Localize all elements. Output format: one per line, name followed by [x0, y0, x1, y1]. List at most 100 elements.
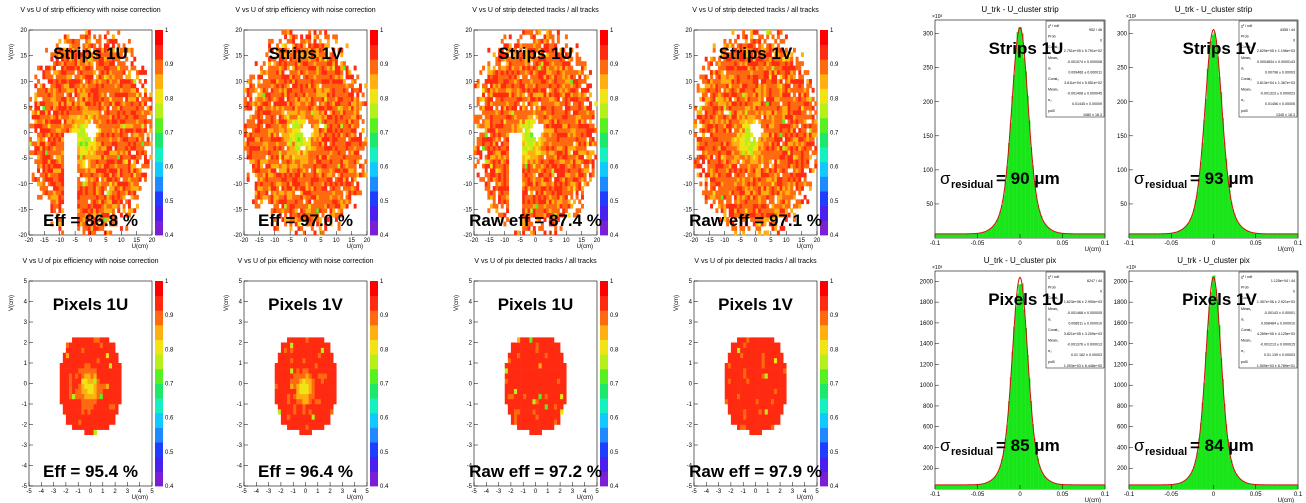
heatmap-cell — [567, 128, 571, 133]
heatmap-cell — [744, 163, 748, 169]
heatmap-cell — [302, 172, 306, 178]
heatmap-cell — [87, 168, 91, 173]
heatmap-cell — [294, 87, 298, 93]
heatmap-cell — [543, 132, 547, 138]
heatmap-cell — [273, 61, 277, 66]
color-bar-segment — [370, 103, 378, 119]
heatmap-cell — [715, 150, 719, 156]
heatmap-cell — [101, 79, 105, 84]
heatmap-cell — [109, 154, 113, 160]
heatmap-cell — [540, 168, 544, 173]
heatmap-cell — [321, 199, 325, 205]
heatmap-cell — [551, 56, 555, 62]
heatmap-cell — [487, 105, 491, 111]
heatmap-cell — [79, 145, 83, 151]
heatmap-cell — [294, 110, 298, 115]
heatmap-cell — [575, 172, 579, 178]
heatmap-cell — [500, 38, 504, 44]
heatmap-cell — [318, 190, 322, 196]
heatmap-cell — [694, 163, 697, 169]
heatmap-cell — [487, 119, 491, 124]
heatmap-cell — [554, 92, 558, 98]
heatmap-cell — [329, 110, 333, 115]
heatmap-cell — [93, 114, 97, 120]
heatmap-cell — [316, 212, 320, 218]
heatmap-cell — [292, 163, 296, 169]
heatmap-cell — [300, 168, 304, 173]
y-tick-label: 5 — [469, 105, 473, 111]
heatmap-cell — [138, 145, 142, 151]
heatmap-cell — [519, 43, 523, 49]
heatmap-cell — [699, 136, 703, 142]
heatmap-cell — [562, 150, 566, 156]
heatmap-cell — [353, 132, 357, 138]
heatmap-cell — [292, 114, 296, 120]
heatmap-cell — [316, 181, 320, 187]
heatmap-cell — [55, 185, 59, 191]
heatmap-cell — [318, 74, 322, 80]
heatmap-cell — [742, 61, 746, 66]
heatmap-cell — [495, 56, 499, 62]
heatmap-cell — [257, 132, 261, 138]
heatmap-cell — [519, 56, 523, 62]
heatmap-cell — [342, 181, 346, 187]
heatmap-cell — [292, 212, 296, 218]
heatmap-cell — [538, 105, 542, 111]
heatmap-cell — [276, 47, 280, 53]
heatmap-cell — [265, 128, 269, 133]
heatmap-cell — [734, 212, 738, 218]
heatmap-cell — [117, 136, 121, 142]
heatmap-cell — [257, 150, 261, 156]
heatmap-cell — [85, 38, 89, 44]
heatmap-cell — [718, 145, 722, 151]
heatmap-cell — [538, 172, 542, 178]
heatmap-cell — [540, 61, 544, 66]
heatmap-cell — [133, 141, 137, 147]
heatmap-cell — [503, 177, 507, 182]
heatmap-cell — [50, 74, 54, 80]
heatmap-cell — [696, 154, 700, 160]
heatmap-cell — [562, 212, 566, 218]
heatmap-cell — [500, 177, 504, 182]
heatmap-cell — [524, 194, 528, 200]
y-tick-label: -10 — [463, 182, 472, 188]
heatmap-cell — [728, 203, 732, 209]
heatmap-cell — [332, 128, 336, 133]
heatmap-cell — [559, 87, 563, 93]
heatmap-cell — [559, 52, 563, 58]
heatmap-cell — [337, 119, 341, 124]
heatmap-cell — [310, 132, 314, 138]
heatmap-cell — [586, 114, 590, 120]
heatmap-cell — [583, 65, 587, 71]
heatmap-cell — [55, 87, 59, 93]
heatmap-cell — [324, 172, 328, 178]
heatmap-cell — [289, 92, 293, 98]
heatmap-cell — [742, 199, 746, 205]
heatmap-cell — [524, 65, 528, 71]
heatmap-cell — [79, 87, 83, 93]
heatmap-cell — [524, 123, 528, 129]
heatmap-cell — [254, 141, 258, 147]
heatmap-cell — [79, 65, 83, 71]
heatmap-cell — [302, 79, 306, 84]
heatmap-cell — [540, 208, 544, 214]
heatmap-cell — [300, 150, 304, 156]
heatmap-cell — [556, 163, 560, 169]
heatmap-cell — [551, 203, 555, 209]
heatmap-cell — [572, 185, 576, 191]
heatmap-cell — [570, 194, 574, 200]
heatmap-cell — [260, 159, 264, 164]
heatmap-cell — [543, 34, 547, 40]
heatmap-cell — [540, 136, 544, 142]
heatmap-cell — [55, 159, 59, 164]
heatmap-cell — [702, 190, 705, 196]
heatmap-cell — [583, 181, 587, 187]
heatmap-cell — [551, 65, 555, 71]
heatmap-cell — [715, 190, 719, 196]
heatmap-cell — [276, 199, 280, 205]
heatmap-cell — [95, 65, 99, 71]
heatmap-cell — [543, 123, 547, 129]
heatmap-cell — [723, 83, 727, 89]
heatmap-cell — [487, 177, 491, 182]
heatmap-cell — [532, 181, 536, 187]
